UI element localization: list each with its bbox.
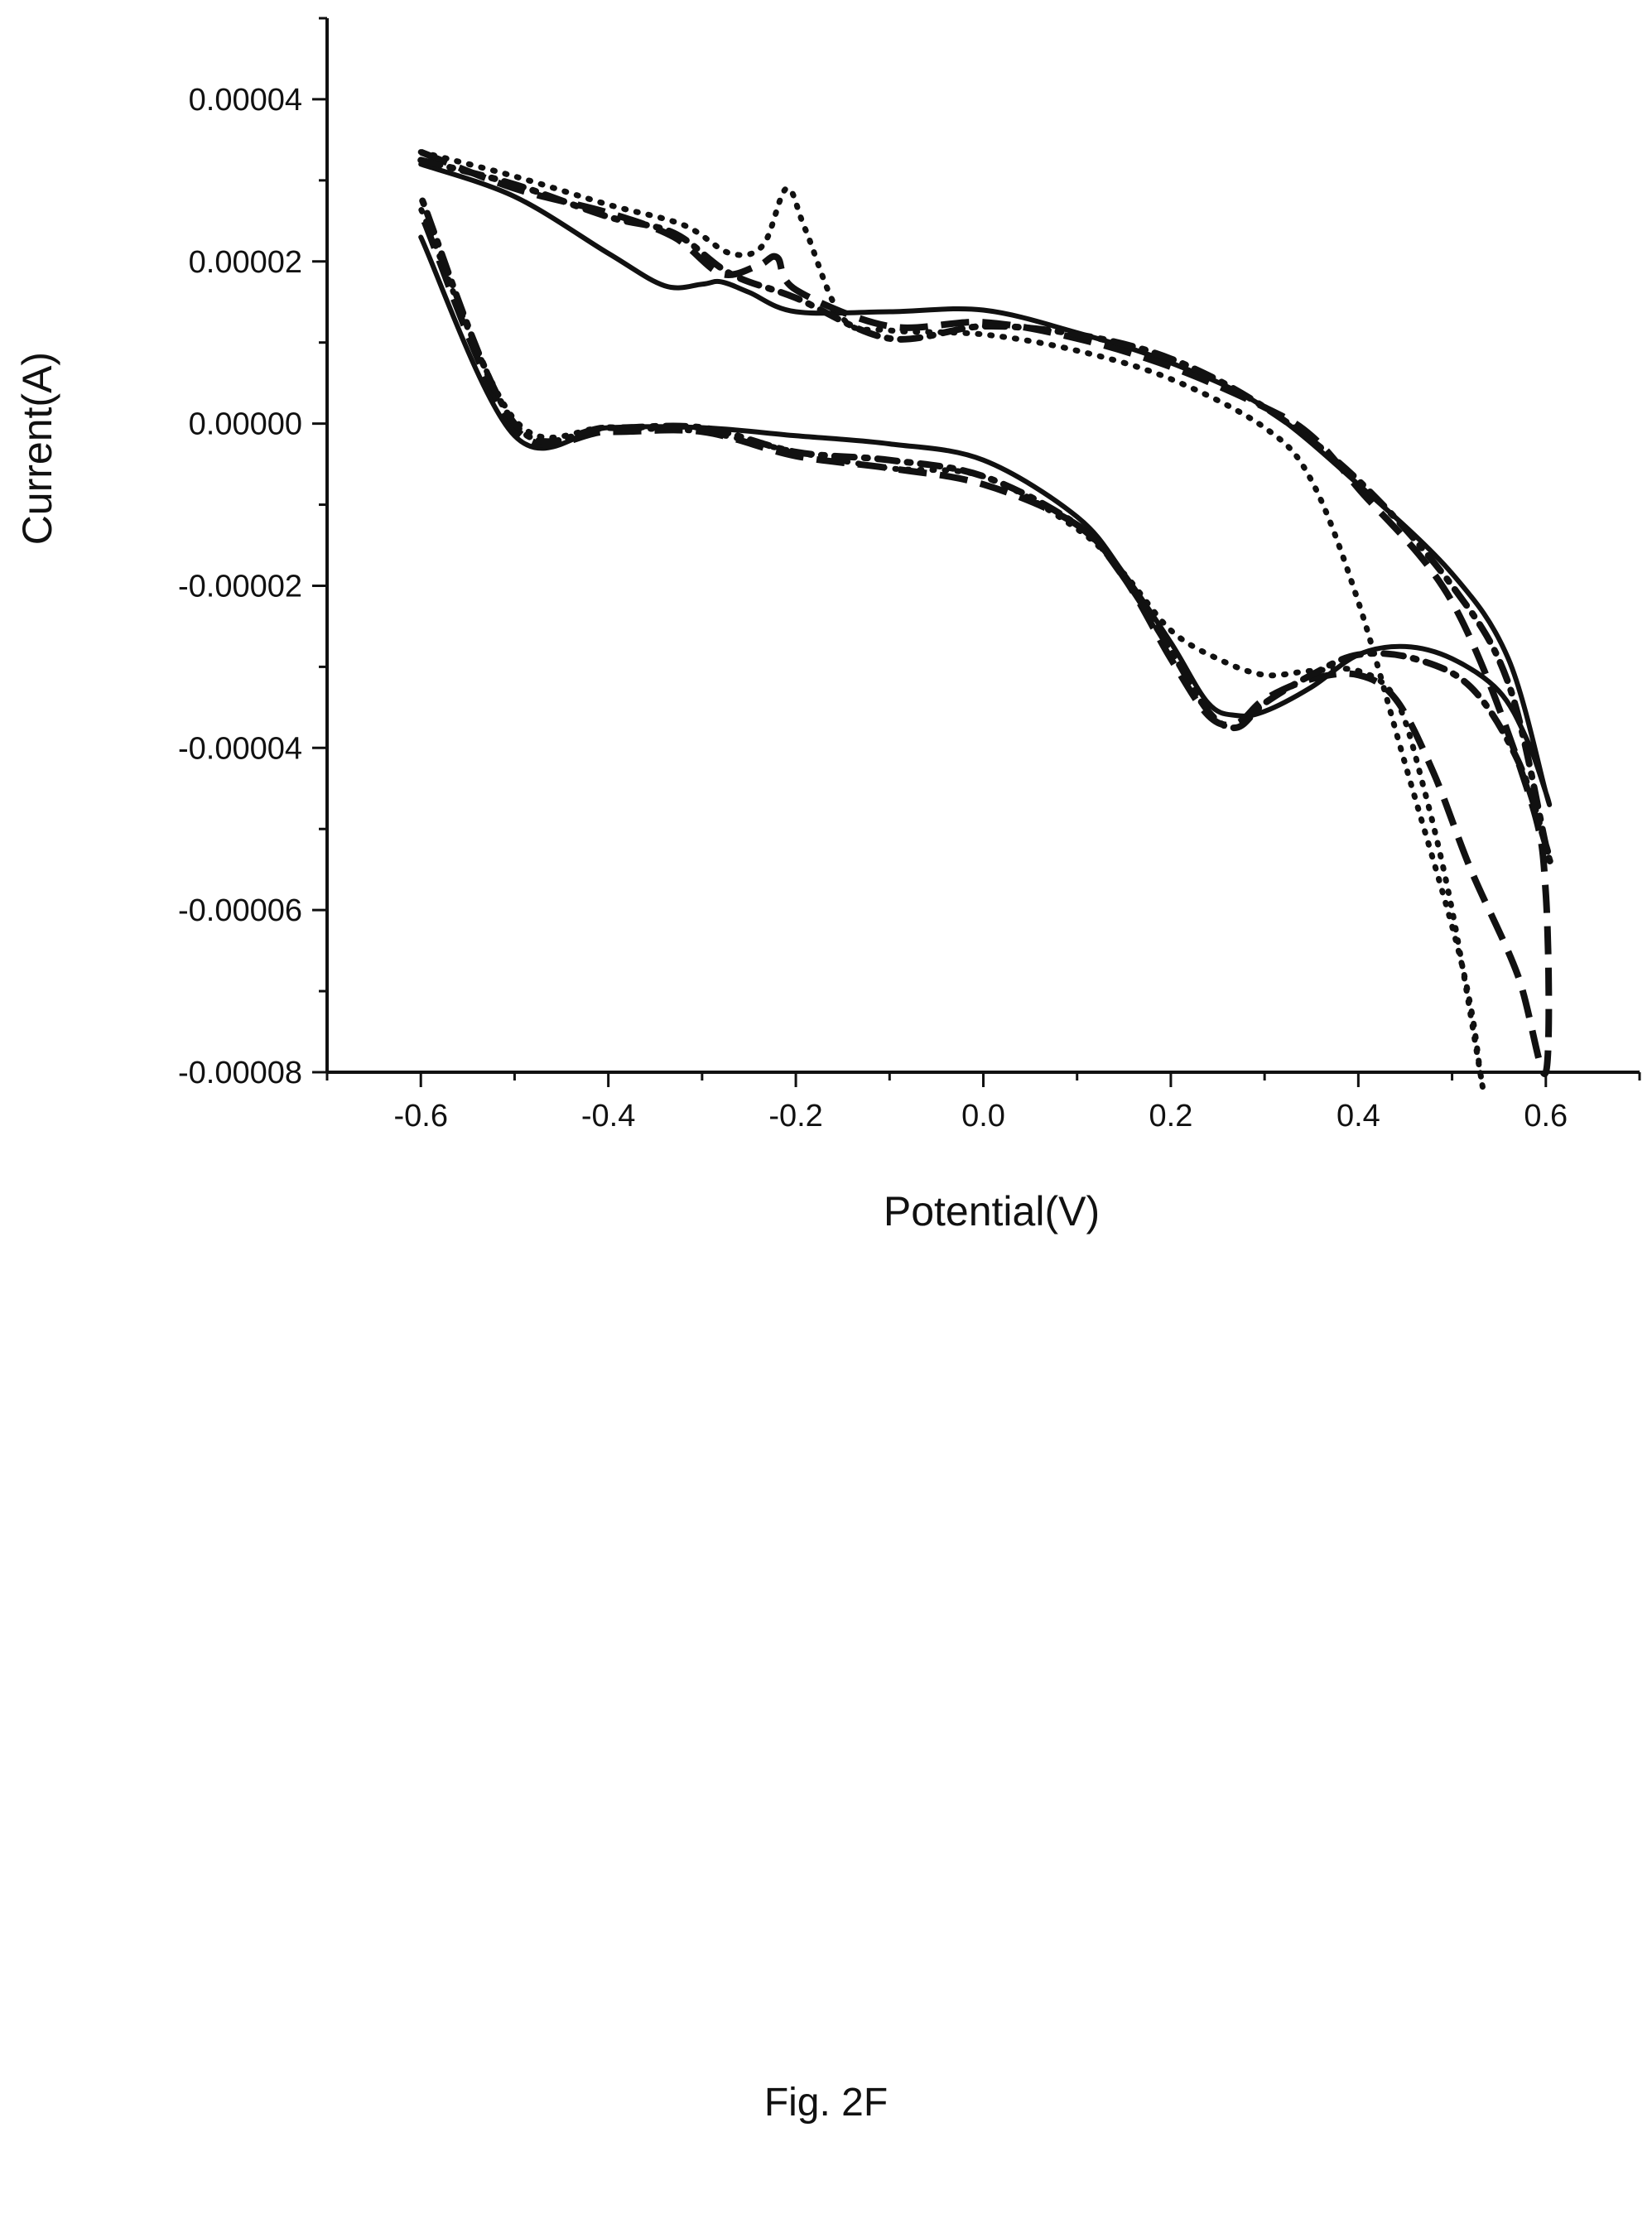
series-line-solid [418,161,1553,807]
x-tick-label: -0.2 [768,1099,822,1133]
y-axis-title: Current(A) [14,352,60,545]
x-ticks: -0.6 -0.4 -0.2 0.0 0.2 0.4 0.6 [325,1072,1641,1133]
y-tick-label: -0.00004 [178,731,302,766]
series-line-dashed [417,148,1553,1077]
series-line-dotted [417,149,1486,1090]
y-tick-label: -0.00006 [178,893,302,928]
y-tick-label: -0.00008 [178,1056,302,1090]
x-tick-label: 0.2 [1149,1099,1193,1133]
plot-curves [417,148,1553,1090]
y-tick-label: 0.00000 [189,407,302,442]
y-ticks: 0.00004 0.00002 0.00000 -0.00002 -0.00004 -0.… [178,17,327,1090]
x-axis-title: Potential(V) [884,1188,1100,1235]
y-tick-label: -0.00002 [178,569,302,604]
axes: 0.00004 0.00002 0.00000 -0.00002 -0.00004 -0.… [178,17,1641,1133]
x-tick-label: -0.4 [581,1099,635,1133]
x-tick-label: 0.6 [1524,1099,1568,1133]
x-tick-label: -0.6 [393,1099,447,1133]
y-tick-label: 0.00002 [189,245,302,280]
y-tick-label: 0.00004 [189,83,302,118]
series-line-dash-dot [417,156,1553,864]
figure-caption: Fig. 2F [763,2081,889,2125]
x-tick-label: 0.4 [1337,1099,1380,1133]
x-tick-label: 0.0 [961,1099,1005,1133]
